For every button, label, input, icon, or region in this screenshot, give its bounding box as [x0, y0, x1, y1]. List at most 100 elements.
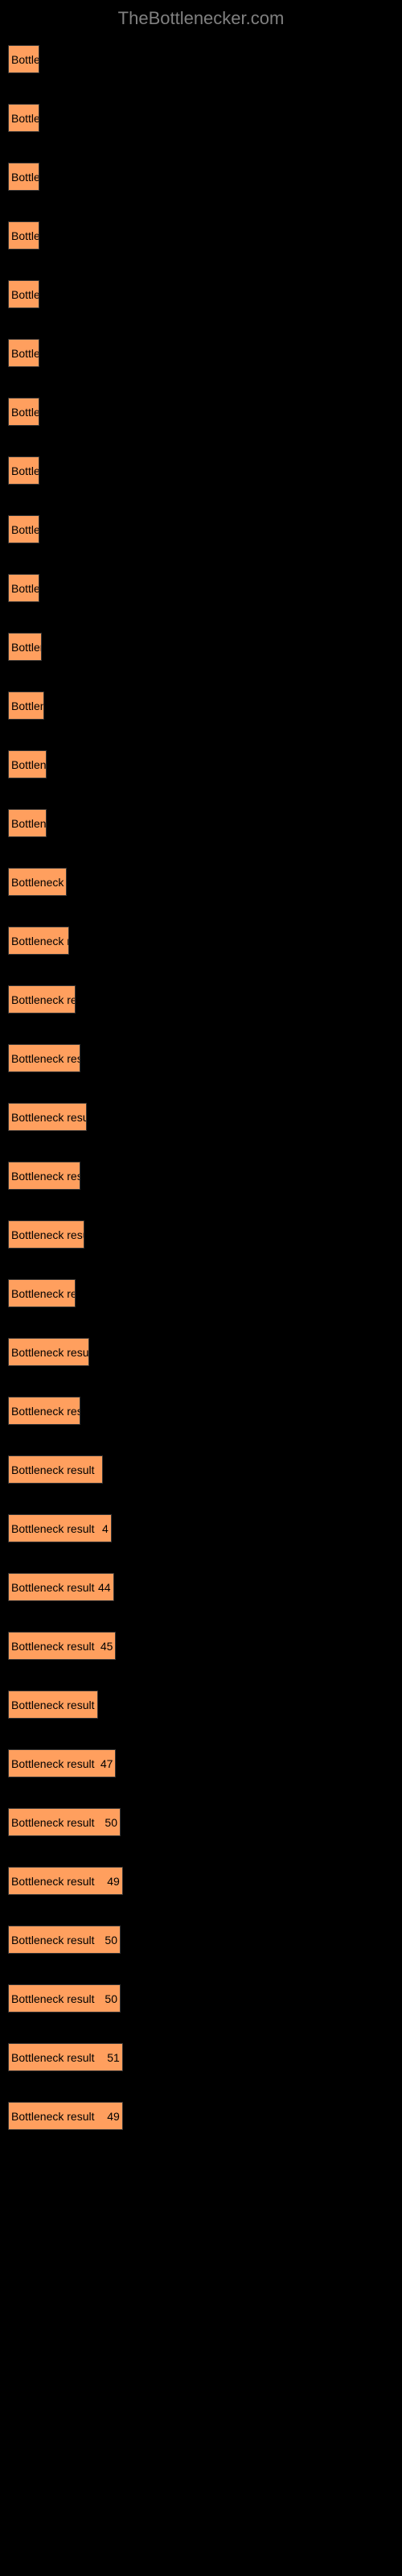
- bar-label: Bottleneck: [9, 288, 39, 301]
- bar: Bottleneck result: [8, 1162, 80, 1190]
- bar-row: Bottleneck: [8, 398, 394, 426]
- bar-label: Bottleneck result: [9, 993, 75, 1006]
- bar: Bottleneck result: [8, 1103, 87, 1131]
- bar-row: Bottleneck result: [8, 1397, 394, 1425]
- bar-value-label: 49: [107, 1875, 120, 1888]
- site-name: TheBottlenecker.com: [118, 8, 285, 28]
- bar: Bottleneck result 50: [8, 1926, 121, 1954]
- bar: Bottleneck result: [8, 1690, 98, 1719]
- bar-value-label: 51: [107, 2051, 120, 2064]
- bar-value-label: 50: [105, 1934, 117, 1946]
- bar-label: Bottleneck re: [9, 817, 46, 830]
- bar-row: Bottleneck result: [8, 868, 394, 896]
- bar-label: Bottleneck result: [9, 1111, 86, 1124]
- bar-label: Bottleneck result: [9, 1463, 95, 1476]
- bar-value-label: 4: [102, 1522, 109, 1535]
- bar: Bottleneck result: [8, 868, 67, 896]
- bar-label: Bottleneck: [9, 523, 39, 536]
- bar-label: Bottleneck result: [9, 1228, 84, 1241]
- bar-label: Bottleneck: [9, 112, 39, 125]
- bar-row: Bottleneck: [8, 574, 394, 602]
- bar: Bottleneck result: [8, 1455, 103, 1484]
- bar: Bottleneck: [8, 339, 39, 367]
- bar-label: Bottleneck result: [9, 1581, 95, 1594]
- bar-row: Bottleneck result: [8, 1220, 394, 1249]
- page-header: TheBottlenecker.com: [0, 0, 402, 45]
- bar-row: Bottleneck result 45: [8, 1632, 394, 1660]
- bar: Bottleneck result: [8, 1279, 76, 1307]
- bar-row: Bottleneck: [8, 221, 394, 250]
- bar: Bottleneck result: [8, 1220, 84, 1249]
- bar-label: Bottleneck: [9, 229, 39, 242]
- bar-label: Bottleneck re: [9, 700, 43, 712]
- bar-row: Bottleneck: [8, 280, 394, 308]
- bar: Bottleneck result 4: [8, 1514, 112, 1542]
- bar-value-label: 49: [107, 2110, 120, 2123]
- bar-label: Bottleneck result: [9, 1699, 95, 1711]
- bar: Bottleneck result 50: [8, 1808, 121, 1836]
- bar-label: Bottleneck result: [9, 2110, 95, 2123]
- bar-label: Bottleneck result: [9, 876, 66, 889]
- bar-row: Bottleneck result47: [8, 1749, 394, 1777]
- bar: Bottleneck: [8, 456, 39, 485]
- bar: Bottleneck result: [8, 1397, 80, 1425]
- bar-row: Bottleneck: [8, 456, 394, 485]
- bar-row: Bottleneck re: [8, 750, 394, 778]
- bar-row: Bottleneck result 4: [8, 1514, 394, 1542]
- bar-row: Bottleneck result: [8, 1338, 394, 1366]
- bar-row: Bottleneck result 50: [8, 1926, 394, 1954]
- bar-label: Bottleneck: [9, 53, 39, 66]
- bar-label: Bottleneck result: [9, 1405, 80, 1418]
- bar: Bottleneck result47: [8, 1749, 116, 1777]
- bottleneck-chart: Bottleneck Bottleneck Bottleneck Bottleneck…: [0, 45, 402, 2130]
- bar-row: Bottleneck: [8, 633, 394, 661]
- bar-label: Bottleneck result: [9, 1816, 95, 1829]
- bar-label: Bottleneck result: [9, 1287, 75, 1300]
- bar-row: Bottleneck result 50: [8, 1984, 394, 2013]
- bar-row: Bottleneck result 49: [8, 2102, 394, 2130]
- bar-row: Bottleneck result: [8, 1103, 394, 1131]
- bar-value-label: 50: [105, 1816, 117, 1829]
- bar: Bottleneck result: [8, 1044, 80, 1072]
- bar-row: Bottleneck: [8, 45, 394, 73]
- bar: Bottleneck result: [8, 1338, 89, 1366]
- bar: Bottleneck: [8, 221, 39, 250]
- bar-row: Bottleneck result: [8, 1162, 394, 1190]
- bar-label: Bottleneck result: [9, 2051, 95, 2064]
- bar: Bottleneck: [8, 280, 39, 308]
- bar-row: Bottleneck: [8, 339, 394, 367]
- bar-row: Bottleneck result: [8, 1690, 394, 1719]
- bar: Bottleneck result49: [8, 1867, 123, 1895]
- bar-label: Bottleneck result: [9, 1640, 95, 1653]
- bar-label: Bottleneck: [9, 171, 39, 184]
- bar-label: Bottleneck result: [9, 1934, 95, 1946]
- bar-row: Bottleneck result: [8, 1455, 394, 1484]
- bar-label: Bottleneck result: [9, 1757, 95, 1770]
- bar-label: Bottleneck result: [9, 935, 68, 947]
- bar: Bottleneck result44: [8, 1573, 114, 1601]
- bar: Bottleneck: [8, 515, 39, 543]
- bar-row: Bottleneck re: [8, 691, 394, 720]
- bar-value-label: 45: [100, 1640, 113, 1653]
- bar: Bottleneck: [8, 574, 39, 602]
- bar-row: Bottleneck: [8, 104, 394, 132]
- bar-row: Bottleneck result 51: [8, 2043, 394, 2071]
- bar-label: Bottleneck result: [9, 1346, 88, 1359]
- bar: Bottleneck re: [8, 750, 47, 778]
- bar-row: Bottleneck result: [8, 1279, 394, 1307]
- bar-label: Bottleneck result: [9, 1052, 80, 1065]
- bar: Bottleneck result 49: [8, 2102, 123, 2130]
- bar: Bottleneck: [8, 398, 39, 426]
- bar-value-label: 50: [105, 1992, 117, 2005]
- bar: Bottleneck re: [8, 691, 44, 720]
- bar: Bottleneck result 51: [8, 2043, 123, 2071]
- bar-label: Bottleneck result: [9, 1992, 95, 2005]
- bar: Bottleneck re: [8, 809, 47, 837]
- bar-label: Bottleneck: [9, 464, 39, 477]
- bar: Bottleneck result: [8, 927, 69, 955]
- bar-row: Bottleneck result 50: [8, 1808, 394, 1836]
- bar-label: Bottleneck result: [9, 1522, 95, 1535]
- bar: Bottleneck result: [8, 985, 76, 1013]
- bar: Bottleneck: [8, 633, 42, 661]
- bar-row: Bottleneck: [8, 515, 394, 543]
